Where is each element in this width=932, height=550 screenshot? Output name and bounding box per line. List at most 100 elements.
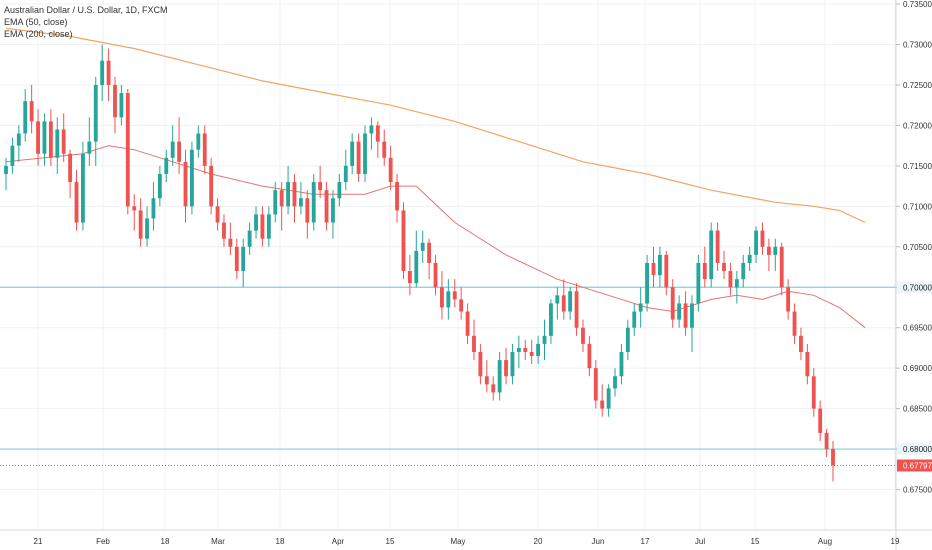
candle[interactable] [61, 113, 66, 162]
candle[interactable] [574, 283, 579, 336]
candle[interactable] [677, 295, 682, 328]
candle[interactable] [754, 226, 758, 263]
time-axis[interactable]: 21 Feb 18 Mar 18 Apr 15 May 20 Jun 17 Jul 15 Aug 19 [0, 529, 932, 546]
candle[interactable] [657, 246, 662, 288]
candle[interactable] [363, 125, 367, 183]
candle[interactable] [311, 173, 316, 231]
candle[interactable] [651, 246, 656, 288]
candle[interactable] [164, 149, 169, 183]
candle[interactable] [395, 173, 399, 223]
candle[interactable] [286, 165, 291, 215]
candle[interactable] [36, 109, 40, 166]
candle[interactable] [690, 295, 694, 352]
candle[interactable] [734, 271, 739, 304]
candle[interactable] [23, 89, 28, 142]
candle[interactable] [279, 182, 284, 231]
candle[interactable] [452, 279, 457, 308]
candle[interactable] [337, 173, 342, 207]
candle[interactable] [260, 206, 265, 247]
candle[interactable] [318, 165, 323, 199]
candle[interactable] [189, 141, 194, 215]
candle[interactable] [587, 335, 592, 377]
candle[interactable] [100, 44, 105, 102]
candle[interactable] [382, 129, 387, 166]
candle[interactable] [613, 368, 617, 397]
candle[interactable] [222, 214, 226, 247]
candle[interactable] [388, 145, 393, 191]
candle[interactable] [523, 339, 528, 361]
candle[interactable] [670, 279, 675, 328]
candle[interactable] [350, 133, 355, 174]
candle[interactable] [683, 291, 688, 336]
candle[interactable] [202, 125, 207, 174]
candle[interactable] [792, 303, 797, 344]
candle[interactable] [831, 440, 835, 482]
price-axis[interactable]: 0.67500 0.68000 0.68500 0.69000 0.69500 0.700… [895, 0, 932, 550]
candle[interactable] [484, 360, 489, 393]
candle[interactable] [420, 230, 425, 263]
candle[interactable] [459, 287, 464, 320]
candle[interactable] [824, 428, 829, 458]
candle[interactable] [664, 250, 669, 296]
candle[interactable] [93, 76, 98, 166]
candle[interactable] [773, 238, 778, 272]
candle[interactable] [516, 335, 521, 369]
candle[interactable] [29, 84, 34, 134]
candle[interactable] [292, 173, 297, 223]
candle[interactable] [305, 190, 310, 239]
candle[interactable] [510, 343, 515, 385]
candle[interactable] [196, 125, 201, 158]
candle[interactable] [555, 287, 560, 320]
candle[interactable] [536, 335, 541, 365]
candle[interactable] [356, 133, 361, 183]
candle[interactable] [170, 125, 175, 166]
candle[interactable] [87, 117, 92, 166]
candle[interactable] [228, 222, 233, 255]
candle[interactable] [786, 279, 791, 320]
candle[interactable] [760, 222, 765, 255]
candle[interactable] [542, 319, 547, 361]
candle[interactable] [132, 194, 137, 231]
candle[interactable] [81, 141, 85, 231]
candle[interactable] [632, 303, 637, 336]
candle[interactable] [722, 250, 726, 280]
candle[interactable] [811, 368, 816, 417]
candle[interactable] [209, 157, 214, 215]
candle[interactable] [183, 149, 188, 223]
candle[interactable] [113, 76, 117, 134]
candle[interactable] [42, 113, 47, 166]
candle[interactable] [125, 89, 130, 215]
candle[interactable] [16, 125, 21, 162]
candle[interactable] [401, 202, 406, 280]
candle[interactable] [234, 238, 239, 280]
candle[interactable] [702, 246, 707, 288]
candle[interactable] [68, 149, 73, 199]
candle[interactable] [145, 206, 149, 247]
candle[interactable] [741, 254, 746, 288]
candle[interactable] [247, 222, 252, 255]
candle[interactable] [805, 343, 810, 385]
candle[interactable] [324, 182, 329, 231]
candle[interactable] [241, 238, 246, 288]
candle[interactable] [4, 157, 8, 191]
candle[interactable] [766, 238, 771, 272]
candle[interactable] [465, 303, 470, 344]
candle[interactable] [55, 117, 60, 174]
candle[interactable] [215, 198, 220, 231]
candle[interactable] [407, 254, 412, 296]
candle[interactable] [369, 117, 374, 150]
candle[interactable] [600, 384, 605, 417]
candle[interactable] [331, 190, 335, 239]
candle[interactable] [529, 339, 534, 365]
candle[interactable] [157, 165, 162, 207]
candle[interactable] [472, 319, 476, 361]
candle[interactable] [696, 254, 701, 312]
candle[interactable] [568, 287, 573, 320]
candle[interactable] [298, 182, 303, 215]
candle[interactable] [433, 254, 438, 296]
candle[interactable] [427, 238, 432, 280]
candle[interactable] [440, 271, 444, 320]
candle[interactable] [606, 384, 611, 417]
candle[interactable] [254, 206, 258, 239]
